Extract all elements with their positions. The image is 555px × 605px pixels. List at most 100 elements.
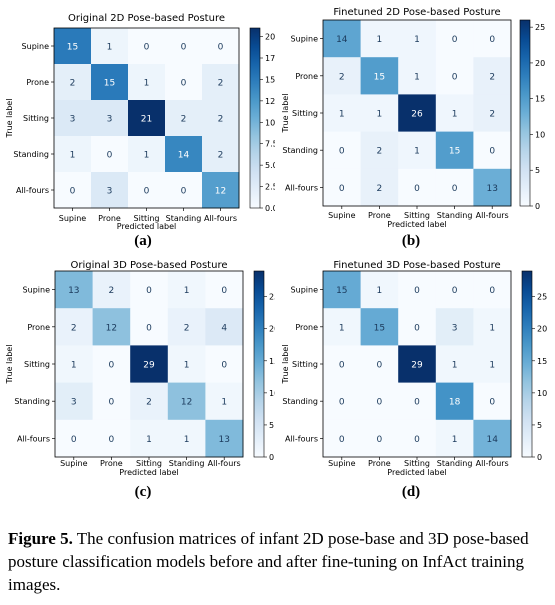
cell-value: 0 bbox=[452, 72, 458, 82]
matrix-cell bbox=[55, 271, 94, 309]
x-tick-label: All-fours bbox=[476, 211, 509, 220]
cell-value: 15 bbox=[374, 72, 385, 82]
colorbar-tick-label: 20 bbox=[537, 325, 547, 334]
y-tick-label: All-fours bbox=[17, 434, 50, 443]
matrix-cell bbox=[128, 136, 166, 173]
chart-panel-c: Original 3D Pose-based Posture 13 2 0 1 0 2 12 0… bbox=[0, 258, 275, 483]
colorbar-tick-label: 15.0 bbox=[265, 75, 275, 84]
cell-value: 0 bbox=[414, 398, 420, 408]
cell-value: 1 bbox=[339, 323, 345, 333]
x-tick-label: Standing bbox=[166, 214, 202, 223]
cell-value: 2 bbox=[181, 115, 187, 125]
cell-value: 0 bbox=[489, 286, 495, 296]
caption-text: The confusion matrices of infant 2D pose… bbox=[8, 529, 529, 594]
cell-value: 1 bbox=[184, 435, 190, 445]
matrix-cell bbox=[398, 308, 437, 346]
panel-label-d: (d) bbox=[401, 484, 421, 500]
cell-value: 1 bbox=[489, 323, 495, 333]
matrix-cell bbox=[92, 308, 131, 346]
cell-value: 0 bbox=[489, 147, 495, 157]
matrix-cell bbox=[398, 419, 437, 458]
matrix-cell bbox=[398, 345, 437, 384]
cell-value: 15 bbox=[104, 79, 115, 89]
cell-value: 2 bbox=[71, 323, 77, 333]
matrix-cell bbox=[55, 308, 94, 346]
cell-value: 0 bbox=[452, 286, 458, 296]
y-tick-label: Supine bbox=[23, 286, 51, 295]
cell-value: 14 bbox=[178, 151, 190, 161]
matrix-cell bbox=[130, 308, 169, 346]
matrix-cell bbox=[205, 308, 244, 346]
cell-value: 0 bbox=[109, 435, 115, 445]
cell-value: 1 bbox=[144, 79, 150, 89]
matrix-cell bbox=[360, 131, 399, 170]
cell-value: 0 bbox=[107, 151, 113, 161]
cell-value: 15 bbox=[449, 147, 460, 157]
matrix-cell bbox=[323, 131, 362, 170]
panel-label-c: (c) bbox=[134, 484, 152, 500]
matrix-cell bbox=[360, 345, 399, 384]
matrix-cell bbox=[435, 382, 474, 421]
matrix-cell bbox=[360, 57, 399, 95]
colorbar-tick-label: 15 bbox=[535, 95, 545, 104]
cell-value: 0 bbox=[70, 187, 76, 197]
matrix-cell bbox=[360, 168, 399, 207]
matrix-cell bbox=[435, 94, 474, 133]
matrix-cell bbox=[128, 100, 166, 137]
cell-value: 3 bbox=[107, 187, 113, 197]
cell-value: 1 bbox=[414, 72, 420, 82]
x-axis-label: Predicted label bbox=[387, 220, 446, 229]
cell-value: 1 bbox=[184, 361, 190, 371]
cell-value: 0 bbox=[221, 361, 227, 371]
matrix-cell bbox=[473, 345, 512, 384]
colorbar-tick-label: 0.0 bbox=[265, 204, 275, 213]
colorbar-tick-label: 7.5 bbox=[265, 140, 275, 149]
cell-value: 1 bbox=[452, 435, 458, 445]
matrix-cell bbox=[55, 419, 94, 458]
cell-value: 0 bbox=[414, 323, 420, 333]
y-tick-label: Prone bbox=[26, 78, 49, 87]
colorbar-tick-label: 5 bbox=[269, 421, 274, 430]
matrix-cell bbox=[91, 100, 129, 137]
cell-value: 0 bbox=[339, 361, 345, 371]
panel-label-a: (a) bbox=[134, 233, 152, 249]
cell-value: 12 bbox=[181, 398, 192, 408]
matrix-cell bbox=[205, 382, 244, 421]
x-tick-label: Prone bbox=[368, 459, 391, 468]
matrix-cell bbox=[360, 419, 399, 458]
cell-value: 1 bbox=[146, 435, 152, 445]
cell-value: 1 bbox=[414, 147, 420, 157]
cell-value: 3 bbox=[70, 115, 76, 125]
matrix-cell bbox=[398, 94, 437, 133]
y-tick-label: Prone bbox=[295, 72, 318, 81]
cell-value: 2 bbox=[489, 72, 495, 82]
y-tick-label: Sitting bbox=[24, 360, 50, 369]
matrix-cell bbox=[398, 271, 437, 309]
y-axis-label: True label bbox=[5, 99, 14, 139]
matrix-cell bbox=[165, 136, 203, 173]
colorbar-tick-label: 10 bbox=[537, 389, 547, 398]
cell-value: 2 bbox=[218, 151, 224, 161]
chart-panel-b: Finetuned 2D Pose-based Posture 14 1 1 0 0 2 15… bbox=[278, 0, 555, 232]
matrix-cell bbox=[54, 172, 92, 209]
y-tick-label: Sitting bbox=[292, 109, 318, 118]
matrix-cell bbox=[91, 136, 129, 173]
x-tick-label: Supine bbox=[328, 459, 356, 468]
colorbar-tick-label: 12.5 bbox=[265, 97, 275, 106]
cell-value: 0 bbox=[109, 361, 115, 371]
matrix-cell bbox=[92, 345, 131, 384]
panel-label-b: (b) bbox=[401, 233, 421, 249]
matrix-cell bbox=[91, 28, 129, 65]
matrix-cell bbox=[130, 345, 169, 384]
cell-value: 14 bbox=[336, 35, 348, 45]
confusion-matrix-a: Original 2D Pose-based Posture 15 1 0 0 0 2 15 1… bbox=[5, 13, 275, 231]
x-axis-label: Predicted label bbox=[119, 468, 178, 477]
cell-value: 0 bbox=[452, 35, 458, 45]
x-tick-label: Standing bbox=[169, 459, 205, 468]
y-tick-label: Standing bbox=[14, 397, 50, 406]
y-axis-label: True label bbox=[281, 345, 290, 385]
colorbar-tick-label: 25 bbox=[537, 293, 547, 302]
x-tick-label: All-fours bbox=[204, 214, 237, 223]
cell-value: 0 bbox=[452, 184, 458, 194]
